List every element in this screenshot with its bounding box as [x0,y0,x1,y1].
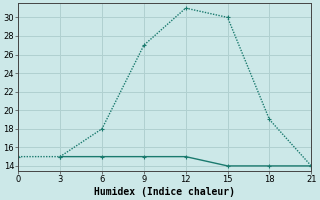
X-axis label: Humidex (Indice chaleur): Humidex (Indice chaleur) [94,186,235,197]
